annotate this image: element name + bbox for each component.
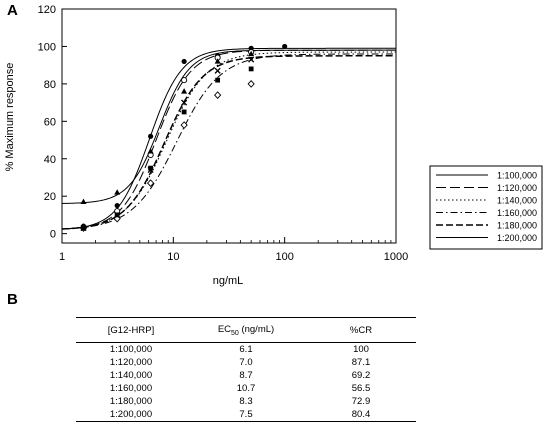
y-tick-label: 60 [44, 116, 56, 128]
legend: 1:100,000 1:120,000 1:140,000 1:160,000 1:18… [429, 165, 543, 250]
y-tick-label: 80 [44, 79, 56, 91]
data-points [79, 43, 288, 232]
fit-curve-3 [61, 51, 396, 230]
x-tick-label: 1000 [384, 251, 408, 263]
table-row: 1:100,000 6.1 100 [76, 343, 416, 357]
y-tick-label: 120 [38, 4, 56, 16]
data-point-s2 [181, 77, 188, 84]
cell-ec50: 10.7 [236, 383, 256, 394]
fit-curve-5 [61, 55, 396, 230]
header-cr: %CR [349, 324, 373, 336]
cell-ec50: 7.5 [239, 409, 253, 420]
legend-box [429, 165, 543, 250]
legend-label-2: 1:120,000 [497, 183, 537, 193]
cell-concentration: 1:160,000 [109, 383, 153, 394]
legend-label-6: 1:200,000 [497, 233, 537, 243]
panel-a-label: A [7, 2, 18, 19]
table-row: 1:120,000 7.0 87.1 [76, 356, 416, 369]
table-row: 1:140,000 8.7 69.2 [76, 369, 416, 382]
cell-cr: 69.2 [351, 370, 371, 381]
cell-ec50: 6.1 [239, 344, 253, 355]
legend-label-5: 1:180,000 [497, 221, 537, 231]
x-axis-label: ng/mL [213, 275, 244, 287]
fit-curve-4 [61, 53, 396, 230]
cell-cr: 87.1 [351, 357, 371, 368]
fit-curve-6 [61, 49, 396, 204]
data-point-s6 [147, 148, 154, 154]
header-ec50-text: EC50 (ng/mL) [217, 323, 275, 337]
cell-ec50: 8.7 [239, 370, 253, 381]
cell-concentration: 1:200,000 [109, 409, 153, 420]
data-point-s5 [148, 165, 154, 171]
table-row: 1:160,000 10.7 56.5 [76, 382, 416, 395]
data-point-s1 [282, 43, 288, 50]
data-point-s4 [247, 80, 255, 88]
data-point-s1 [148, 133, 154, 139]
plot-frame [61, 8, 397, 244]
fit-curve-1 [61, 47, 396, 230]
panel-b-label: B [7, 291, 18, 308]
cell-cr: 72.9 [351, 396, 371, 407]
table-body: 1:100,000 6.1 100 1:120,000 7.0 87.1 1:140,000… [76, 343, 416, 422]
data-point-s3 [214, 67, 221, 74]
ec50-table: [G12-HRP] EC50 (ng/mL) %CR 1:100,000 6.1 1… [76, 317, 416, 422]
cell-concentration: 1:180,000 [109, 396, 153, 407]
cell-concentration: 1:100,000 [109, 344, 153, 355]
cell-concentration: 1:140,000 [109, 370, 153, 381]
cell-cr: 100 [353, 344, 369, 355]
data-point-s4 [146, 179, 155, 187]
cell-cr: 56.5 [351, 383, 371, 394]
header-concentration: [G12-HRP] [107, 324, 155, 336]
table-row: 1:180,000 8.3 72.9 [76, 395, 416, 408]
data-point-s6 [80, 198, 87, 205]
data-point-s6 [181, 88, 188, 94]
y-tick-label: 20 [44, 191, 56, 203]
fit-curve-2 [61, 49, 396, 230]
y-tick-label: 100 [38, 41, 56, 53]
y-tick-label: 40 [44, 154, 56, 166]
legend-label-3: 1:140,000 [497, 196, 537, 206]
cell-ec50: 8.3 [239, 396, 253, 407]
data-point-s3 [181, 99, 188, 106]
data-point-s6 [114, 189, 121, 195]
data-point-s5 [248, 66, 254, 72]
legend-label-4: 1:160,000 [497, 208, 537, 218]
y-axis-label: % Maximum response [4, 63, 16, 172]
legend-label-1: 1:100,000 [497, 171, 537, 181]
x-tick-label: 1 [59, 251, 65, 263]
data-point-s1 [114, 202, 120, 209]
data-point-s5 [181, 109, 187, 115]
data-point-s4 [214, 91, 222, 99]
cell-concentration: 1:120,000 [109, 357, 153, 368]
data-point-s5 [215, 77, 221, 83]
fit-curves [61, 47, 396, 230]
data-point-s6 [248, 50, 255, 57]
data-point-s5 [81, 225, 86, 231]
data-point-s6 [214, 58, 221, 64]
x-tick-label: 100 [275, 251, 293, 263]
cell-cr: 80.4 [351, 409, 371, 420]
data-point-s5 [114, 212, 120, 218]
table-row: 1:200,000 7.5 80.4 [76, 408, 416, 422]
table-header-row: [G12-HRP] EC50 (ng/mL) %CR [76, 317, 416, 343]
data-point-s1 [181, 58, 187, 65]
header-ec50: EC50 (ng/mL) [186, 318, 306, 343]
data-point-s4 [180, 121, 188, 129]
cell-ec50: 7.0 [239, 357, 253, 368]
x-tick-label: 10 [167, 251, 179, 263]
y-tick-label: 0 [50, 229, 56, 241]
data-point-s3 [248, 56, 255, 63]
